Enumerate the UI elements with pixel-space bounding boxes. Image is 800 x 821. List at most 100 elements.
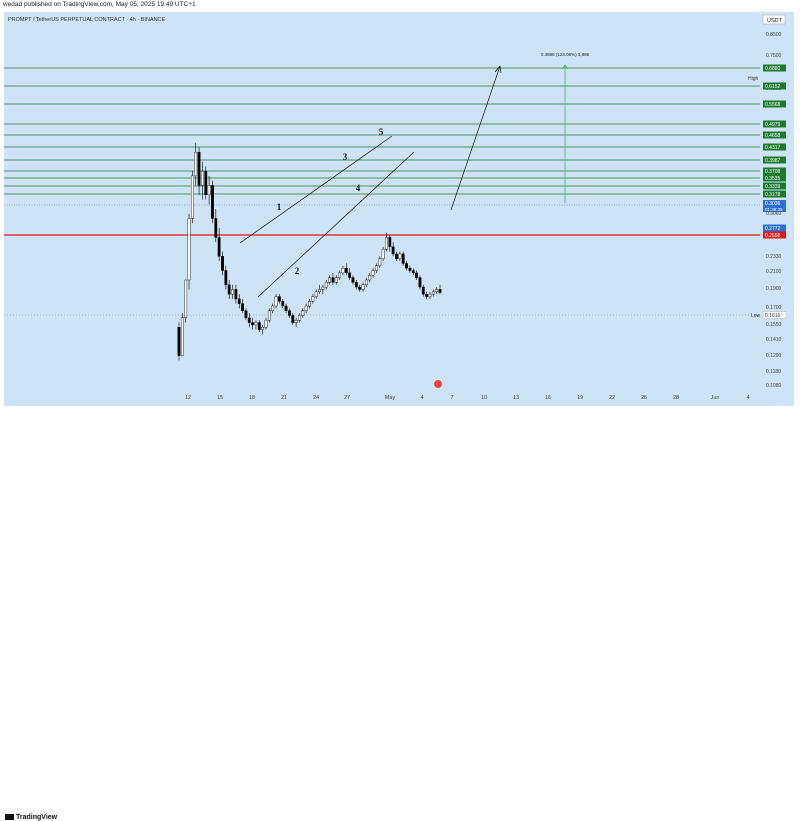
candle-body <box>271 305 275 311</box>
candle-body <box>318 289 321 293</box>
candle-body <box>395 253 398 259</box>
candle <box>438 284 442 295</box>
price-tick-label: 0.1900 <box>766 286 782 292</box>
candle <box>388 235 392 252</box>
candle <box>314 289 318 299</box>
candle-body <box>180 317 184 356</box>
candle <box>288 308 291 318</box>
price-level-tag <box>763 143 786 151</box>
candle-body <box>321 286 325 290</box>
candle <box>435 287 439 295</box>
price-level-tag <box>763 224 786 232</box>
price-level-label: 0.2772 <box>765 226 781 232</box>
time-tick-label: 27 <box>344 395 350 401</box>
candle <box>338 270 342 280</box>
candle <box>354 279 358 290</box>
candle-body <box>371 270 375 276</box>
price-tick-label: 0.8500 <box>766 32 782 38</box>
candle-body <box>388 237 392 248</box>
candle <box>391 242 395 257</box>
candle-body <box>227 284 231 295</box>
candle <box>184 279 188 323</box>
candle <box>294 317 298 328</box>
time-tick-label: 10 <box>481 395 487 401</box>
candle-body <box>304 305 308 311</box>
candle-body <box>415 272 418 278</box>
candle <box>264 317 268 330</box>
candle-body <box>291 315 295 323</box>
time-tick-label: 24 <box>313 395 319 401</box>
price-level-label: 0.6152 <box>765 84 781 90</box>
time-tick-label: 19 <box>577 395 583 401</box>
projection-arrow-head <box>494 65 502 74</box>
published-by-line: wedad published on TradingView.com, May … <box>3 1 196 8</box>
candle-body <box>194 152 198 177</box>
channel-lower-line <box>257 151 415 298</box>
price-level-label: 0.3339 <box>765 184 781 190</box>
candle-body <box>311 296 315 302</box>
candle <box>301 308 305 318</box>
candle <box>405 261 408 271</box>
candle <box>378 256 382 269</box>
candle-body <box>418 277 422 288</box>
candle-body <box>281 301 285 307</box>
candle-body <box>217 237 221 257</box>
candle <box>358 284 362 292</box>
candle <box>324 279 328 290</box>
countdown-label: 01:38:35 <box>765 207 783 212</box>
publish-header: wedad published on TradingView.com, May … <box>0 0 800 12</box>
candle <box>421 284 425 297</box>
candle-body <box>288 310 291 316</box>
candle <box>308 298 311 309</box>
candle <box>364 277 368 288</box>
candle-body <box>361 284 365 290</box>
candle-body <box>408 267 412 271</box>
candle <box>344 263 348 276</box>
candle-body <box>348 272 352 278</box>
candle-body <box>438 289 442 293</box>
price-level-label: 0.3178 <box>765 192 781 198</box>
candle <box>254 320 258 330</box>
time-tick-label: 7 <box>450 395 453 401</box>
price-level-label: 0.3535 <box>765 176 781 182</box>
candle-body <box>391 246 395 255</box>
candle-body <box>224 270 228 285</box>
candle <box>214 209 218 243</box>
price-level-tag <box>763 190 786 198</box>
time-tick-label: 13 <box>513 395 519 401</box>
candle <box>311 294 315 304</box>
current-price-tag <box>763 200 786 212</box>
price-level-label: 0.6880 <box>765 66 781 72</box>
chart-canvas[interactable]: 0.85000.75000.62500.30600.23300.21000.19… <box>0 0 800 422</box>
price-tick-label: 0.1180 <box>766 369 781 375</box>
price-level-tag <box>763 231 786 239</box>
price-level-tag <box>763 174 786 182</box>
candle <box>331 272 335 285</box>
price-level-tag <box>763 182 786 190</box>
candle-body <box>435 289 439 293</box>
candle-body <box>251 322 255 326</box>
time-tick-label: 12 <box>185 395 191 401</box>
candle <box>321 284 325 295</box>
time-tick-label: 15 <box>217 395 223 401</box>
chart-panel[interactable] <box>4 12 794 406</box>
candle <box>234 284 238 304</box>
candle <box>401 251 405 266</box>
candle-body <box>358 286 362 290</box>
candle <box>237 294 241 309</box>
wave-label: 1 <box>277 202 282 212</box>
candle <box>371 268 375 278</box>
candle-body <box>351 277 355 283</box>
candle-body <box>428 293 432 297</box>
candle-body <box>425 293 429 297</box>
candle <box>385 232 388 252</box>
time-tick-label: 22 <box>609 395 615 401</box>
price-level-tag <box>763 167 786 175</box>
candle <box>207 175 211 205</box>
candle-body <box>314 291 318 297</box>
currency-label: USDT <box>767 18 783 24</box>
candle <box>334 275 338 285</box>
candle <box>398 251 402 262</box>
candle-body <box>405 263 408 269</box>
candle-body <box>341 267 345 274</box>
